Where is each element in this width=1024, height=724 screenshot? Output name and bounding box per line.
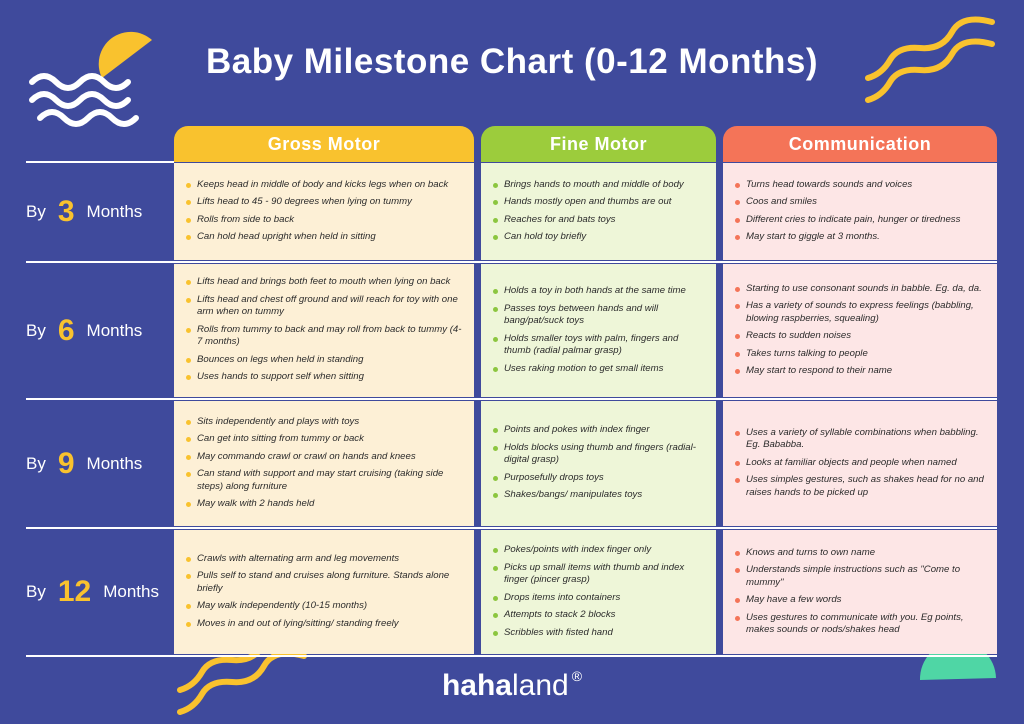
- milestone-item: May walk with 2 hands held: [186, 498, 464, 511]
- milestone-item: Can stand with support and may start cru…: [186, 468, 464, 493]
- milestone-item: Can hold toy briefly: [493, 231, 706, 244]
- milestone-cell: Lifts head and brings both feet to mouth…: [174, 264, 474, 397]
- milestone-item: Brings hands to mouth and middle of body: [493, 179, 706, 192]
- milestone-cell: Points and pokes with index finger Holds …: [481, 401, 716, 526]
- row-suffix: Months: [103, 582, 159, 601]
- milestone-item: Has a variety of sounds to express feeli…: [735, 300, 987, 325]
- milestone-item: Holds blocks using thumb and fingers (ra…: [493, 442, 706, 467]
- row-age: 12: [57, 575, 92, 608]
- milestone-item: May have a few words: [735, 594, 987, 607]
- milestone-item: Can hold head upright when held in sitti…: [186, 231, 464, 244]
- row-separator: [26, 398, 997, 400]
- yellow-semicircle: [98, 31, 152, 78]
- milestone-item: Moves in and out of lying/sitting/ stand…: [186, 618, 464, 631]
- registered-mark: ®: [571, 668, 583, 684]
- row-label: By 6 Months: [26, 264, 171, 397]
- milestone-item: Pokes/points with index finger only: [493, 544, 706, 557]
- row-age: 9: [57, 446, 75, 480]
- milestone-item: Looks at familiar objects and people whe…: [735, 457, 987, 470]
- milestone-cell: Holds a toy in both hands at the same ti…: [481, 264, 716, 397]
- milestone-item: Uses simples gestures, such as shakes he…: [735, 474, 987, 499]
- milestone-item: Lifts head and chest off ground and will…: [186, 294, 464, 319]
- row-prefix: By: [26, 320, 46, 340]
- top-separator: [26, 161, 174, 163]
- milestone-item: May start to respond to their name: [735, 365, 987, 378]
- row-suffix: Months: [86, 453, 143, 473]
- milestone-item: Scribbles with fisted hand: [493, 627, 706, 640]
- milestone-item: Knows and turns to own name: [735, 547, 987, 560]
- milestone-item: Pulls self to stand and cruises along fu…: [186, 570, 464, 595]
- milestone-cell: Brings hands to mouth and middle of body…: [481, 163, 716, 260]
- row-age: 6: [57, 313, 75, 347]
- milestone-cell: Turns head towards sounds and voices Coos…: [723, 163, 997, 260]
- milestone-item: Hands mostly open and thumbs are out: [493, 196, 706, 209]
- brand: hahaland ®: [0, 668, 1024, 703]
- milestone-item: Reaches for and bats toys: [493, 214, 706, 227]
- milestone-item: Uses raking motion to get small items: [493, 363, 706, 376]
- milestone-item: Sits independently and plays with toys: [186, 416, 464, 429]
- milestone-item: Takes turns talking to people: [735, 348, 987, 361]
- milestone-item: Uses gestures to communicate with you. E…: [735, 612, 987, 637]
- milestone-item: Passes toys between hands and will bang/…: [493, 303, 706, 328]
- milestone-item: Picks up small items with thumb and inde…: [493, 562, 706, 587]
- milestone-cell: Crawls with alternating arm and leg move…: [174, 530, 474, 654]
- milestone-item: Purposefully drops toys: [493, 472, 706, 485]
- milestone-item: May walk independently (10-15 months): [186, 600, 464, 613]
- milestone-item: May commando crawl or crawl on hands and…: [186, 451, 464, 464]
- milestone-item: Uses hands to support self when sitting: [186, 371, 464, 384]
- milestone-item: Drops items into containers: [493, 592, 706, 605]
- milestone-item: Starting to use consonant sounds in babb…: [735, 283, 987, 296]
- milestone-item: Can get into sitting from tummy or back: [186, 433, 464, 446]
- milestone-cell: Sits independently and plays with toys Ca…: [174, 401, 474, 526]
- milestone-cell: Uses a variety of syllable combinations …: [723, 401, 997, 526]
- milestone-item: Holds a toy in both hands at the same ti…: [493, 285, 706, 298]
- row-age: 3: [57, 194, 75, 228]
- row-prefix: By: [26, 201, 46, 221]
- milestone-item: Keeps head in middle of body and kicks l…: [186, 179, 464, 192]
- milestone-item: Attempts to stack 2 blocks: [493, 609, 706, 622]
- milestone-item: Lifts head and brings both feet to mouth…: [186, 276, 464, 289]
- yellow-waves: [177, 16, 995, 715]
- milestone-item: Understands simple instructions such as …: [735, 564, 987, 589]
- milestone-cell: Starting to use consonant sounds in babb…: [723, 264, 997, 397]
- milestone-item: May start to giggle at 3 months.: [735, 231, 987, 244]
- milestone-item: Points and pokes with index finger: [493, 424, 706, 437]
- row-suffix: Months: [86, 201, 143, 221]
- row-separator: [26, 655, 997, 657]
- title: Baby Milestone Chart (0-12 Months): [205, 42, 819, 81]
- row-label: By 12 Months: [26, 530, 171, 654]
- row-separator: [26, 261, 997, 263]
- milestone-item: Bounces on legs when held in standing: [186, 354, 464, 367]
- row-separator: [26, 527, 997, 529]
- milestone-item: Reacts to sudden noises: [735, 330, 987, 343]
- milestone-cell: Keeps head in middle of body and kicks l…: [174, 163, 474, 260]
- row-suffix: Months: [86, 320, 143, 340]
- milestone-item: Uses a variety of syllable combinations …: [735, 427, 987, 452]
- milestone-item: Crawls with alternating arm and leg move…: [186, 553, 464, 566]
- column-header: Communication: [723, 126, 997, 162]
- milestone-cell: Knows and turns to own name Understands s…: [723, 530, 997, 654]
- row-label: By 3 Months: [26, 163, 171, 260]
- milestone-item: Turns head towards sounds and voices: [735, 179, 987, 192]
- white-waves: [29, 73, 139, 127]
- milestone-cell: Pokes/points with index finger only Picks…: [481, 530, 716, 654]
- row-label: By 9 Months: [26, 401, 171, 526]
- milestone-item: Lifts head to 45 - 90 degrees when lying…: [186, 196, 464, 209]
- milestone-item: Rolls from side to back: [186, 214, 464, 227]
- column-header: Gross Motor: [174, 126, 474, 162]
- brand-light: land: [511, 669, 569, 702]
- milestone-item: Holds smaller toys with palm, fingers an…: [493, 333, 706, 358]
- row-prefix: By: [26, 582, 46, 601]
- row-prefix: By: [26, 453, 46, 473]
- milestone-item: Coos and smiles: [735, 196, 987, 209]
- milestone-item: Shakes/bangs/ manipulates toys: [493, 489, 706, 502]
- column-header: Fine Motor: [481, 126, 716, 162]
- milestone-item: Rolls from tummy to back and may roll fr…: [186, 324, 464, 349]
- milestone-item: Different cries to indicate pain, hunger…: [735, 214, 987, 227]
- brand-bold: haha: [441, 669, 512, 702]
